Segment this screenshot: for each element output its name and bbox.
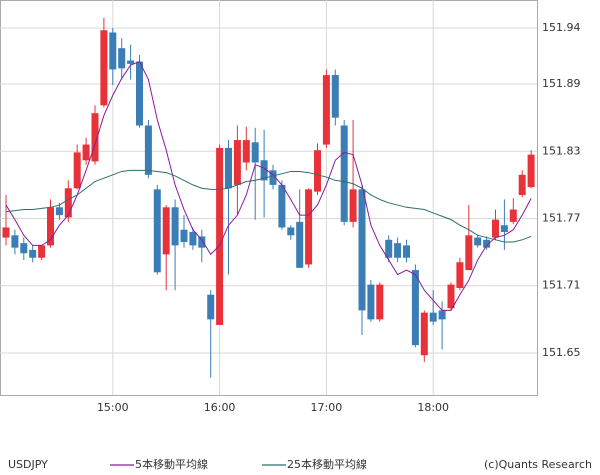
candle-body bbox=[403, 245, 410, 258]
y-tick-label: 151.77 bbox=[542, 212, 581, 225]
candle-body bbox=[162, 207, 170, 255]
candle-body bbox=[144, 125, 152, 175]
candle-body bbox=[376, 284, 384, 320]
candle-body bbox=[153, 189, 161, 273]
candle-body bbox=[207, 294, 215, 320]
candle-body bbox=[82, 144, 90, 161]
candle-body bbox=[55, 207, 63, 216]
candle-body bbox=[305, 189, 313, 265]
candle-body bbox=[64, 188, 72, 218]
candle-body bbox=[260, 160, 268, 181]
y-tick-label: 151.65 bbox=[542, 346, 581, 359]
candle-body bbox=[118, 48, 126, 69]
candle-body bbox=[411, 270, 419, 346]
candle-body bbox=[518, 174, 526, 195]
candle-body bbox=[385, 239, 393, 258]
candle-body bbox=[278, 184, 286, 228]
candle-body bbox=[474, 237, 482, 246]
candle-body bbox=[447, 284, 455, 309]
candle-body bbox=[171, 207, 179, 246]
candle-body bbox=[296, 221, 304, 268]
candle-body bbox=[509, 209, 517, 222]
candle-body bbox=[314, 150, 321, 192]
candle-body bbox=[127, 60, 135, 64]
candle-body bbox=[11, 235, 19, 248]
candle-body bbox=[2, 227, 10, 238]
candle-body bbox=[429, 312, 437, 322]
candle-body bbox=[73, 152, 81, 189]
candle-body bbox=[358, 189, 366, 311]
candle-body bbox=[20, 243, 28, 254]
candle-body bbox=[438, 310, 446, 320]
candle-body bbox=[322, 75, 330, 145]
candle-body bbox=[465, 235, 473, 271]
candle-body bbox=[394, 243, 402, 258]
candle-body bbox=[100, 30, 108, 106]
candle-body bbox=[233, 140, 241, 185]
y-tick-label: 151.71 bbox=[542, 279, 581, 292]
legend-label: 25本移動平均線 bbox=[287, 457, 367, 471]
candle-body bbox=[367, 284, 375, 320]
candle-body bbox=[242, 140, 250, 163]
candle-body bbox=[269, 170, 277, 185]
candle-body bbox=[331, 75, 339, 118]
candle-body bbox=[349, 189, 357, 222]
candle-body bbox=[29, 249, 37, 258]
candle-body bbox=[180, 229, 188, 243]
candle-body bbox=[91, 113, 99, 162]
candle-body bbox=[287, 227, 295, 236]
symbol: USDJPY bbox=[8, 458, 48, 471]
candle-body bbox=[38, 245, 46, 258]
candle-body bbox=[456, 262, 464, 288]
plot-area bbox=[0, 0, 538, 396]
copyright: (c)Quants Research bbox=[484, 458, 592, 471]
y-tick-label: 151.83 bbox=[542, 144, 581, 157]
candle-body bbox=[216, 147, 224, 325]
x-tick-label: 18:00 bbox=[417, 401, 449, 414]
legend-label: 5本移動平均線 bbox=[135, 457, 208, 471]
candle-body bbox=[483, 239, 491, 248]
x-tick-label: 16:00 bbox=[204, 401, 236, 414]
candle-body bbox=[420, 312, 428, 356]
candle-body bbox=[340, 125, 348, 222]
candle-body bbox=[492, 219, 499, 238]
moving-average-line bbox=[5, 61, 532, 311]
candle-body bbox=[500, 225, 508, 232]
candle-body bbox=[136, 61, 143, 126]
candle-body bbox=[251, 142, 259, 163]
x-tick-label: 17:00 bbox=[311, 401, 343, 414]
moving-average-line bbox=[5, 169, 532, 243]
candle-body bbox=[109, 32, 117, 70]
candle-body bbox=[198, 236, 206, 248]
candle-body bbox=[225, 147, 232, 189]
candle-body bbox=[189, 231, 197, 246]
candle-body bbox=[47, 207, 54, 246]
x-tick-label: 15:00 bbox=[97, 401, 129, 414]
candle-body bbox=[527, 154, 535, 188]
y-tick-label: 151.94 bbox=[542, 21, 581, 34]
y-tick-label: 151.89 bbox=[542, 77, 581, 90]
